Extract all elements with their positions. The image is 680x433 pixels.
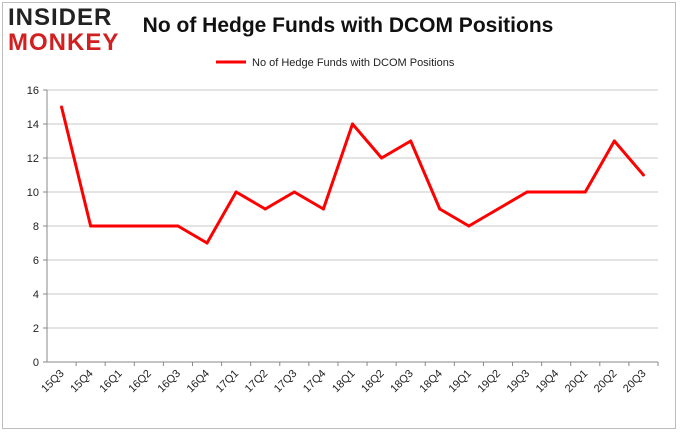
x-tick-label: 18Q2	[359, 368, 387, 396]
x-tick-label: 19Q3	[505, 368, 533, 396]
data-point	[525, 190, 529, 194]
x-tick-label: 16Q1	[97, 368, 125, 396]
data-point	[176, 224, 180, 228]
y-tick-label: 14	[27, 119, 39, 131]
series-layer	[60, 105, 645, 245]
x-tick-label: 17Q1	[214, 368, 242, 396]
x-tick-label: 20Q2	[592, 368, 620, 396]
data-point	[496, 207, 500, 211]
x-tick-label: 17Q4	[301, 368, 329, 396]
data-point	[612, 139, 616, 143]
series-line	[60, 106, 645, 245]
data-point	[263, 207, 267, 211]
x-tick-label: 17Q3	[272, 368, 300, 396]
y-tick-label: 16	[27, 85, 39, 97]
x-tick-label: 18Q4	[417, 368, 445, 396]
data-point	[60, 105, 64, 109]
data-point	[234, 190, 238, 194]
y-tick-label: 10	[27, 187, 39, 199]
data-point	[89, 224, 93, 228]
logo-line-2: MONKEY	[8, 29, 120, 56]
x-tick-label: 19Q4	[534, 368, 562, 396]
y-tick-label: 2	[33, 323, 39, 335]
data-point	[438, 207, 442, 211]
x-tick-label: 19Q2	[476, 368, 504, 396]
x-tick-label: 17Q2	[243, 368, 271, 396]
x-tick-label: 18Q1	[330, 368, 358, 396]
y-tick-label: 8	[33, 221, 39, 233]
y-tick-label: 6	[33, 255, 39, 267]
y-tick-label: 12	[27, 153, 39, 165]
chart-border	[2, 2, 676, 429]
y-tick-label: 0	[33, 357, 39, 369]
x-tick-label: 15Q3	[39, 368, 67, 396]
data-point	[321, 207, 325, 211]
insider-monkey-logo: INSIDER MONKEY	[8, 4, 126, 56]
data-point	[554, 190, 558, 194]
x-tick-label: 18Q3	[388, 368, 416, 396]
data-point	[292, 190, 296, 194]
data-point	[409, 139, 413, 143]
legend-label: No of Hedge Funds with DCOM Positions	[252, 57, 455, 69]
legend: No of Hedge Funds with DCOM Positions	[216, 57, 455, 69]
data-point	[118, 224, 122, 228]
data-point	[351, 122, 354, 126]
x-tick-label: 19Q1	[446, 368, 474, 396]
x-tick-label: 16Q2	[126, 368, 154, 396]
x-tick-label: 16Q4	[185, 368, 213, 396]
data-point	[641, 173, 645, 177]
x-tick-label: 15Q4	[68, 368, 96, 396]
y-tick-label: 4	[33, 289, 39, 301]
data-point	[467, 224, 471, 228]
x-tick-label: 20Q1	[563, 368, 591, 396]
data-point	[147, 224, 151, 228]
logo-line-1: INSIDER	[8, 4, 113, 31]
x-tick-label: 20Q3	[621, 368, 649, 396]
data-point	[583, 190, 587, 194]
data-point	[380, 156, 384, 160]
chart-title: No of Hedge Funds with DCOM Positions	[142, 14, 554, 37]
data-point	[205, 241, 209, 245]
x-tick-label: 16Q3	[156, 368, 184, 396]
